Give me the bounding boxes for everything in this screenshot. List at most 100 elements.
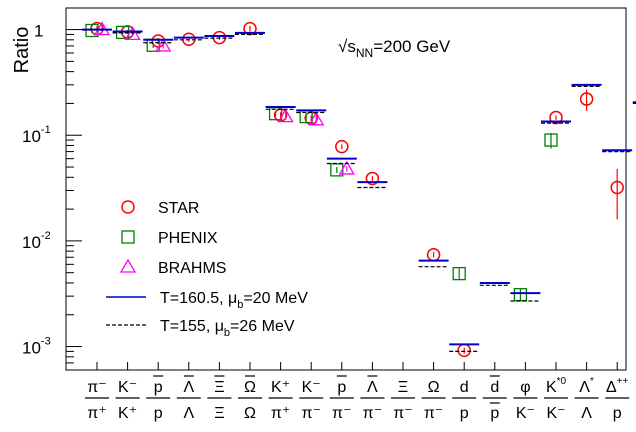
legend-label: PHENIX — [158, 230, 218, 247]
x-tick-numerator: K⁻ — [302, 379, 321, 396]
x-tick-numerator: p — [337, 379, 346, 396]
x-tick-numerator-symbol: Λ — [579, 379, 590, 396]
x-tick-denominator-symbol: Λ — [183, 405, 194, 422]
x-tick-denominator-symbol: π⁻ — [393, 405, 412, 422]
x-tick-denominator: π⁻ — [363, 405, 382, 422]
brahms-point — [124, 26, 141, 41]
legend-label-main: T=160.5, μ — [160, 290, 237, 307]
x-tick-denominator-symbol: π⁺ — [271, 405, 290, 422]
brahms-point — [308, 111, 325, 126]
x-tick-denominator-symbol: p — [613, 405, 622, 422]
x-tick-denominator-symbol: p — [460, 405, 469, 422]
legend-marker — [121, 230, 135, 244]
x-tick-denominator-symbol: π⁻ — [424, 405, 443, 422]
legend: STAR PHENIX BRAHMS T=160.5, μb=20 MeV T=155,… — [106, 200, 308, 339]
x-tick-numerator-symbol: K⁺ — [271, 379, 290, 396]
legend-label: T=160.5, μb=20 MeV — [160, 290, 308, 311]
x-tick-denominator: K⁺ — [118, 405, 137, 422]
x-tick-numerator: Ξ — [214, 379, 224, 396]
x-tick-denominator: π⁺ — [87, 405, 106, 422]
x-tick-denominator-symbol: p — [490, 405, 499, 422]
brahms-point — [155, 37, 172, 52]
series-t-160-5-b-20-mev — [82, 28, 636, 346]
x-tick-denominator: Ξ — [214, 405, 224, 422]
star-point — [335, 139, 349, 154]
x-tick-denominator-symbol: K⁻ — [546, 405, 565, 422]
y-tick-label: 10-1 — [22, 124, 51, 146]
x-tick-denominator-symbol: Ω — [244, 405, 256, 422]
y-tick-exponent: -1 — [41, 124, 51, 136]
legend-label: STAR — [158, 200, 199, 217]
x-tick-numerator: K*0 — [546, 376, 567, 396]
x-tick-denominator-symbol: K⁺ — [118, 405, 137, 422]
energy-annotation-sub: NN — [356, 46, 373, 60]
x-tick-numerator: Λ — [367, 379, 378, 396]
x-tick-numerator-superscript: *0 — [557, 376, 567, 387]
y-tick-exponent: -2 — [41, 230, 51, 242]
x-tick-denominator: p — [613, 405, 622, 422]
legend-label-rest: =26 MeV — [230, 318, 295, 335]
x-tick-numerator-symbol: Ξ — [214, 379, 224, 396]
x-tick-denominator: p — [460, 405, 469, 422]
x-tick-numerator: d — [490, 379, 499, 396]
x-tick-numerator-superscript: ++ — [617, 376, 629, 387]
series-t-155-b-26-mev — [82, 28, 636, 352]
x-tick-numerator: Ξ — [398, 379, 408, 396]
x-tick-numerator-symbol: Ω — [428, 379, 440, 396]
y-axis-ticks: 110-110-210-3 — [22, 22, 82, 371]
x-tick-numerator-symbol: Λ — [183, 379, 194, 396]
x-tick-numerator: d — [460, 379, 469, 396]
x-tick-denominator: π⁻ — [424, 405, 443, 422]
x-tick-numerator-symbol: Δ — [606, 379, 617, 396]
y-tick-base: 10 — [22, 127, 41, 146]
x-tick-numerator-symbol: d — [460, 379, 469, 396]
x-tick-denominator: Ω — [244, 405, 256, 422]
legend-label: BRAHMS — [158, 260, 226, 277]
x-tick-numerator-symbol: Ξ — [398, 379, 408, 396]
x-tick-numerator-symbol: K⁻ — [302, 379, 321, 396]
x-tick-numerator: φ — [520, 379, 530, 396]
y-tick-exponent: -3 — [41, 336, 51, 348]
x-tick-denominator-symbol: π⁻ — [332, 405, 351, 422]
x-tick-numerator-symbol: K⁻ — [118, 379, 137, 396]
x-tick-numerator: π⁻ — [87, 379, 106, 396]
legend-label-sub: b — [224, 327, 230, 339]
energy-annotation-rest: =200 GeV — [373, 37, 451, 56]
x-tick-denominator: π⁻ — [301, 405, 320, 422]
x-tick-denominator-symbol: π⁻ — [363, 405, 382, 422]
x-tick-numerator-superscript: * — [590, 376, 594, 387]
x-tick-denominator-symbol: π⁻ — [301, 405, 320, 422]
star-point — [610, 180, 624, 195]
x-tick-denominator: p — [154, 405, 163, 422]
y-axis-label: Ratio — [11, 27, 33, 74]
x-tick-denominator-symbol: Ξ — [214, 405, 224, 422]
x-tick-denominator: p — [490, 405, 499, 422]
legend-label: T=155, μb=26 MeV — [160, 318, 295, 339]
x-tick-numerator: Λ — [183, 379, 194, 396]
x-tick-denominator: Λ — [581, 405, 592, 422]
star-point — [579, 92, 594, 106]
energy-annotation-base: √s — [338, 37, 356, 56]
brahms-point — [277, 108, 294, 123]
legend-label-sub: b — [237, 299, 243, 311]
x-tick-denominator: π⁻ — [393, 405, 412, 422]
x-tick-numerator-symbol: K — [546, 379, 557, 396]
x-tick-numerator: K⁺ — [271, 379, 290, 396]
x-tick-denominator: π⁻ — [332, 405, 351, 422]
x-tick-numerator-symbol: p — [154, 379, 163, 396]
y-tick-base: 10 — [22, 339, 41, 358]
phenix-point — [544, 133, 558, 147]
y-tick-base: 10 — [22, 233, 41, 252]
phenix-point — [452, 266, 466, 281]
x-tick-numerator: Δ++ — [606, 376, 629, 396]
x-tick-numerator-symbol: p — [337, 379, 346, 396]
brahms-point — [338, 160, 355, 175]
legend-label-main: T=155, μ — [160, 318, 224, 335]
x-tick-denominator: K⁻ — [546, 405, 565, 422]
y-tick-label: 1 — [34, 22, 43, 41]
x-tick-numerator-symbol: Λ — [367, 379, 378, 396]
y-tick-label: 10-3 — [22, 336, 51, 358]
x-tick-numerator: p — [154, 379, 163, 396]
